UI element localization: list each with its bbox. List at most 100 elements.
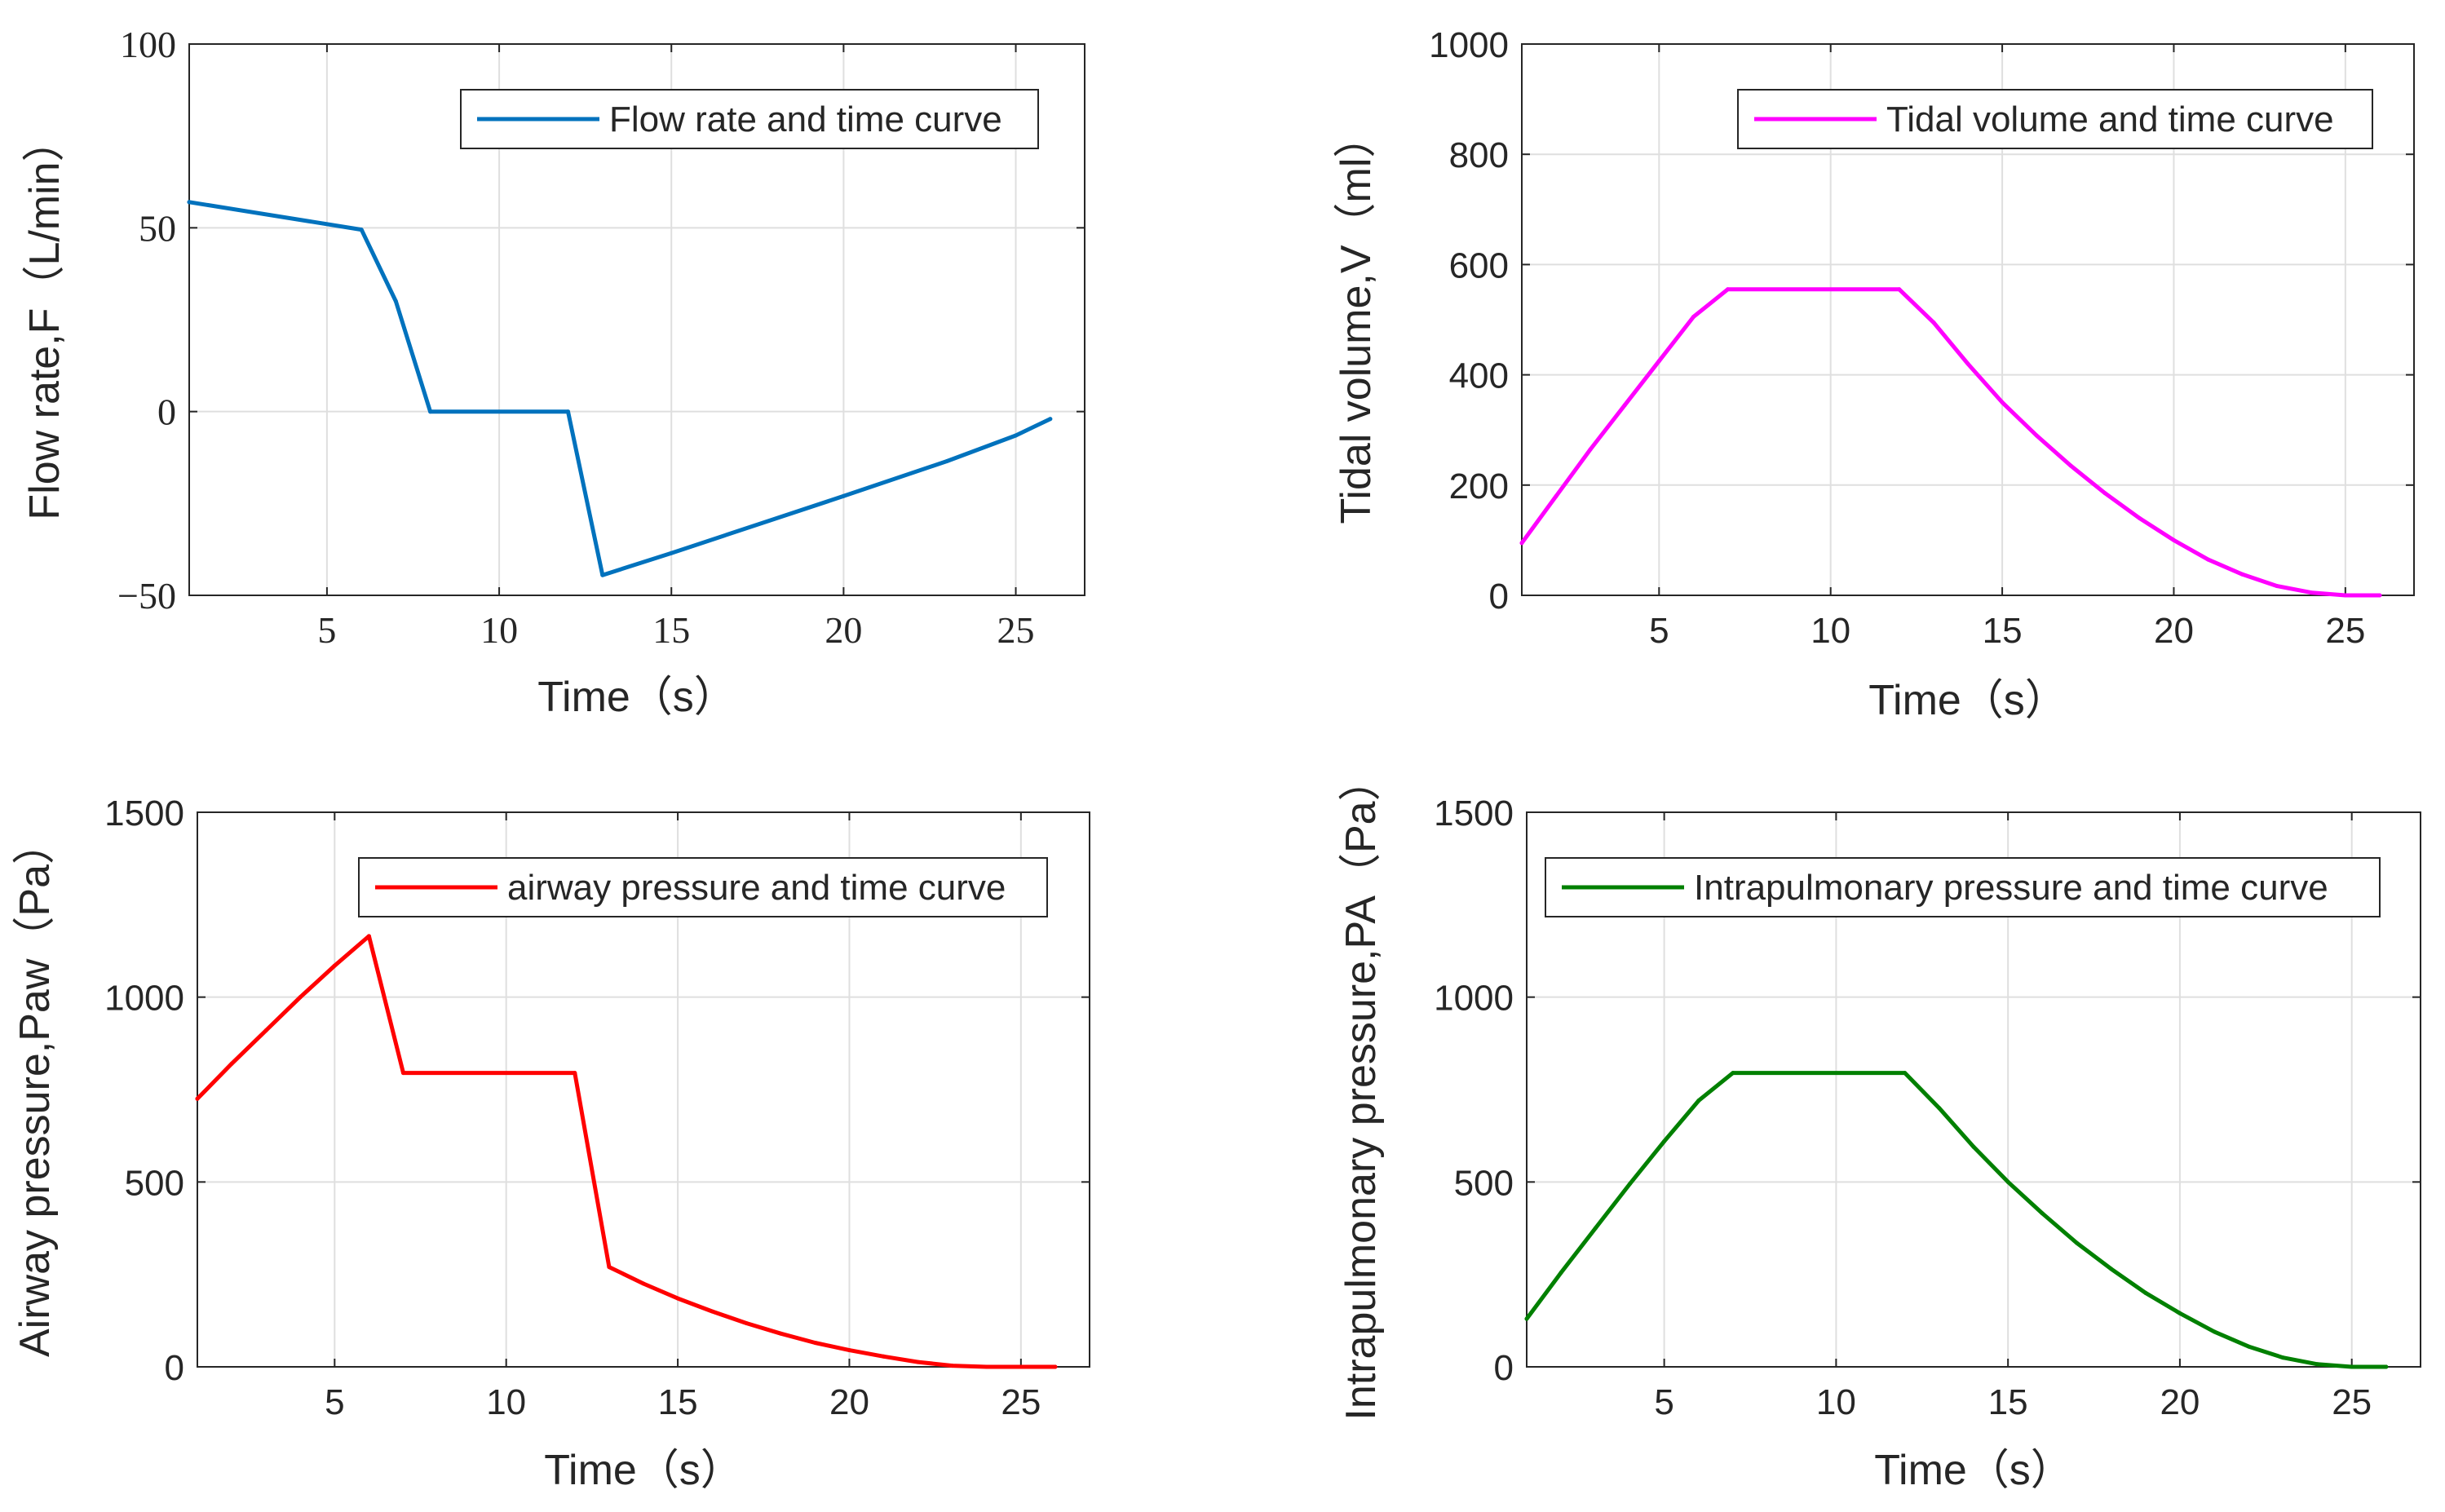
chart-intrapulmonary-data-point: [1628, 1182, 1632, 1187]
chart-airway-data-point: [263, 1028, 268, 1032]
chart-flow-ytick-label: −50: [117, 575, 176, 617]
chart-flow-xtick-label: 10: [480, 609, 518, 651]
chart-airway-data-point: [641, 1281, 646, 1286]
chart-flow-data-point: [566, 409, 570, 414]
chart-volume-data-point: [1656, 359, 1661, 364]
chart-airway-data-point: [1019, 1364, 1024, 1369]
chart-flow-ytick-label: 100: [120, 24, 176, 65]
chart-flow-data-point: [841, 493, 846, 498]
chart-flow-data-point: [359, 228, 364, 232]
chart-airway-legend-label: airway pressure and time curve: [507, 868, 1006, 908]
chart-volume-xtick-label: 20: [2154, 611, 2194, 651]
chart-volume-data-point: [2343, 593, 2348, 598]
chart-intrapulmonary-ytick-label: 0: [1494, 1348, 1514, 1388]
chart-volume-data-point: [1965, 361, 1970, 366]
chart-airway-xlabel: Time（s）: [544, 1447, 743, 1494]
chart-airway-data-point: [675, 1296, 680, 1301]
chart-intrapulmonary-data-point: [2246, 1344, 2251, 1349]
chart-volume-ytick-label: 0: [1489, 577, 1509, 617]
chart-airway-xtick-label: 5: [325, 1382, 344, 1422]
chart-intrapulmonary-data-point: [1971, 1144, 1976, 1149]
chart-flow-data-point: [187, 200, 192, 205]
chart-intrapulmonary-legend-label: Intrapulmonary pressure and time curve: [1694, 868, 2328, 908]
chart-intrapulmonary-series-line: [1524, 1071, 2389, 1369]
chart-volume-xtick-label: 25: [2325, 611, 2365, 651]
chart-flow-xtick-label: 20: [825, 609, 862, 651]
chart-volume-data-point: [2206, 557, 2210, 562]
chart-airway-data-point: [366, 934, 371, 939]
chart-airway-data-point: [778, 1331, 783, 1336]
chart-intrapulmonary-ytick-label: 1000: [1434, 979, 1514, 1019]
chart-flow-xtick-label: 25: [997, 609, 1035, 651]
chart-volume-ytick-label: 600: [1449, 245, 1509, 285]
chart-volume-xtick-label: 10: [1811, 611, 1850, 651]
chart-airway-data-point: [710, 1309, 714, 1314]
chart-intrapulmonary-xtick-label: 15: [1988, 1382, 2028, 1422]
chart-intrapulmonary-data-point: [2075, 1240, 2079, 1245]
chart-intrapulmonary-data-point: [2109, 1267, 2114, 1271]
chart-airway-data-point: [401, 1071, 405, 1076]
chart-volume-ytick-label: 400: [1449, 356, 1509, 396]
chart-flow-data-point: [1048, 417, 1053, 422]
chart-flow-data-point: [600, 573, 605, 577]
chart-volume-data-point: [1931, 320, 1936, 325]
chart-volume-ytick-label: 1000: [1429, 25, 1509, 65]
chart-volume-series-line: [1519, 287, 2382, 598]
chart-airway-data-point: [847, 1348, 851, 1353]
chart-intrapulmonary-data-point: [1696, 1099, 1701, 1103]
chart-intrapulmonary-xtick-label: 25: [2332, 1382, 2372, 1422]
chart-airway-series-line: [195, 934, 1058, 1369]
chart-intrapulmonary-data-point: [2350, 1364, 2354, 1369]
chart-airway-xtick-label: 20: [829, 1382, 869, 1422]
chart-airway-data-point: [744, 1321, 749, 1325]
chart-airway-data-point: [607, 1265, 612, 1270]
chart-airway-data-point: [332, 963, 337, 968]
chart-intrapulmonary-data-point: [2280, 1355, 2285, 1360]
chart-airway-xtick-label: 25: [1001, 1382, 1041, 1422]
chart-airway: 5 10 15 20 25 0 500 1000 1500 Time（s） Airway press…: [11, 794, 1090, 1494]
chart-flow-data-point: [944, 459, 949, 463]
chart-volume: 5 10 15 20 25 0 200 400 600 800 1000 Time（s） Tidal v…: [1333, 25, 2415, 724]
chart-intrapulmonary-xlabel: Time（s）: [1874, 1447, 2073, 1494]
chart-intrapulmonary-data-point: [1524, 1316, 1529, 1321]
chart-airway-data-point: [573, 1071, 577, 1076]
chart-flow-axes-box: [188, 43, 1085, 596]
chart-airway-ytick-label: 500: [125, 1163, 184, 1203]
chart-intrapulmonary-data-point: [2040, 1211, 2045, 1216]
chart-airway-axes-box: [197, 811, 1090, 1368]
chart-airway-data-point: [1053, 1364, 1058, 1369]
chart-volume-data-point: [1691, 315, 1696, 320]
chart-flow-ytick-label: 0: [157, 391, 176, 433]
chart-intrapulmonary-xtick-label: 10: [1816, 1382, 1856, 1422]
chart-intrapulmonary-xtick-label: 5: [1654, 1382, 1673, 1422]
chart-intrapulmonary-data-point: [1731, 1071, 1735, 1076]
chart-airway-data-point: [882, 1354, 886, 1359]
chart-flow-ytick-label: 50: [139, 207, 176, 249]
chart-volume-data-point: [2377, 593, 2382, 598]
chart-volume-data-point: [1588, 447, 1593, 452]
chart-intrapulmonary: 5 10 15 20 25 0 500 1000 1500 Time（s） Intrapulmona…: [1337, 758, 2421, 1494]
chart-volume-xtick-label: 15: [1983, 611, 2023, 651]
chart-intrapulmonary-axes-box: [1526, 811, 2421, 1368]
chart-flow-data-point: [428, 409, 433, 414]
chart-intrapulmonary-xtick-label: 20: [2160, 1382, 2200, 1422]
chart-volume-data-point: [2275, 584, 2279, 588]
chart-flow: 5 10 15 20 25 −50 0 50 100 Time（s） Flow rate,F（L/m…: [21, 24, 1085, 721]
chart-intrapulmonary-data-point: [1937, 1106, 1942, 1111]
chart-flow-ylabel: Flow rate,F（L/min）: [21, 119, 69, 519]
chart-intrapulmonary-data-point: [2384, 1364, 2389, 1369]
chart-intrapulmonary-data-point: [2005, 1179, 2010, 1184]
chart-intrapulmonary-data-point: [2143, 1290, 2148, 1295]
chart-airway-data-point: [195, 1096, 200, 1101]
chart-volume-data-point: [1897, 287, 1902, 292]
chart-intrapulmonary-data-point: [1662, 1139, 1667, 1143]
chart-volume-data-point: [2240, 572, 2245, 577]
chart-airway-xtick-label: 15: [658, 1382, 698, 1422]
chart-volume-data-point: [1519, 541, 1524, 546]
chart-volume-data-point: [2068, 463, 2073, 468]
chart-intrapulmonary-data-point: [1903, 1071, 1908, 1076]
chart-volume-data-point: [1554, 493, 1559, 498]
chart-volume-ylabel: Tidal volume,V（ml）: [1333, 116, 1380, 524]
chart-volume-data-point: [2309, 590, 2314, 595]
